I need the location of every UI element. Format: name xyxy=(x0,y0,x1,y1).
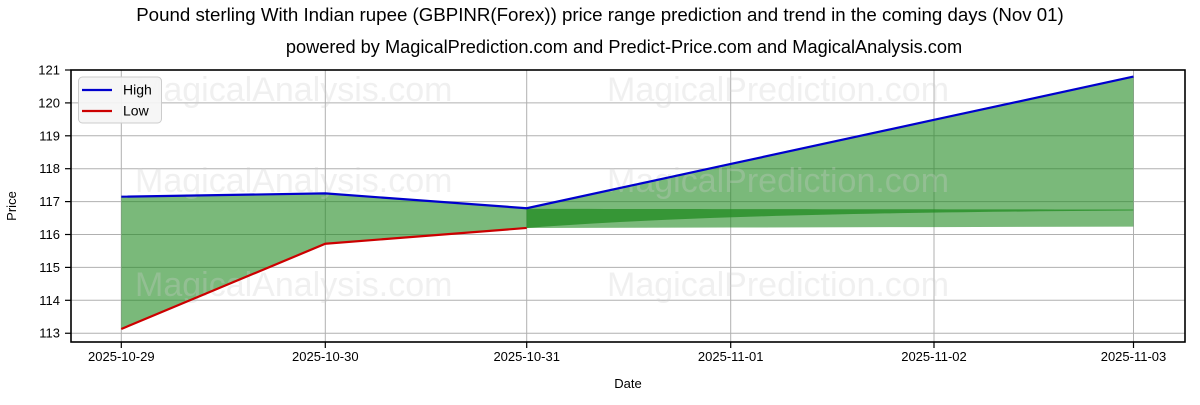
svg-text:Low: Low xyxy=(123,103,150,119)
svg-text:2025-11-01: 2025-11-01 xyxy=(698,349,764,364)
svg-text:MagicalPrediction.com: MagicalPrediction.com xyxy=(607,71,949,109)
svg-text:121: 121 xyxy=(38,63,60,78)
svg-text:120: 120 xyxy=(38,95,60,110)
svg-text:Date: Date xyxy=(614,376,641,391)
svg-text:High: High xyxy=(123,82,152,98)
svg-text:113: 113 xyxy=(39,326,60,341)
svg-text:2025-11-03: 2025-11-03 xyxy=(1101,349,1167,364)
svg-text:MagicalPrediction.com: MagicalPrediction.com xyxy=(607,162,949,200)
svg-text:Price: Price xyxy=(4,191,19,221)
svg-text:115: 115 xyxy=(39,260,60,275)
svg-text:114: 114 xyxy=(39,293,60,308)
svg-text:117: 117 xyxy=(39,194,60,209)
svg-text:2025-10-31: 2025-10-31 xyxy=(493,349,560,364)
svg-text:Pound sterling With Indian rup: Pound sterling With Indian rupee (GBPINR… xyxy=(136,4,1064,25)
svg-text:118: 118 xyxy=(39,161,60,176)
svg-text:powered by MagicalPrediction.c: powered by MagicalPrediction.com and Pre… xyxy=(286,37,962,57)
svg-text:MagicalAnalysis.com: MagicalAnalysis.com xyxy=(135,71,452,109)
svg-text:2025-11-02: 2025-11-02 xyxy=(901,349,967,364)
svg-text:2025-10-29: 2025-10-29 xyxy=(88,349,155,364)
svg-text:MagicalAnalysis.com: MagicalAnalysis.com xyxy=(135,266,452,304)
svg-text:MagicalPrediction.com: MagicalPrediction.com xyxy=(607,266,949,304)
svg-text:116: 116 xyxy=(39,227,60,242)
svg-text:2025-10-30: 2025-10-30 xyxy=(292,349,359,364)
svg-text:119: 119 xyxy=(39,128,60,143)
